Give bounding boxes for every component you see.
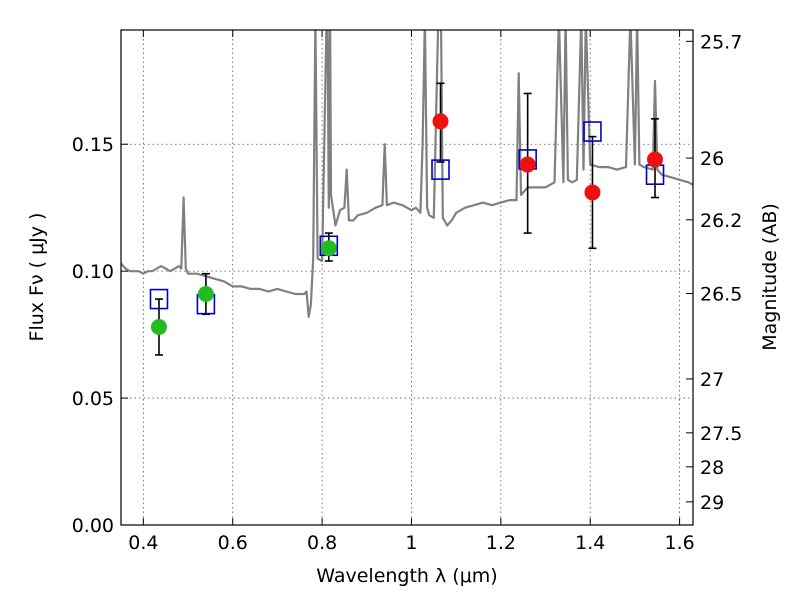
x-tick-label: 0.6 [218,532,248,554]
optical-data-point [150,319,167,335]
model-spectrum-line [121,30,693,318]
mag-tick-label: 26 [700,148,724,170]
y-tick-label: 0.10 [72,261,114,283]
mag-tick-label: 25.7 [700,31,742,53]
mag-tick-label: 27 [700,369,724,391]
mag-tick-label: 26.2 [700,210,742,232]
mag-tick-label: 26.5 [700,283,742,305]
data-marks [149,82,665,356]
x-tick-label: 1.4 [575,532,605,554]
mag-tick-label: 28 [700,457,724,479]
optical-data-point [320,240,337,257]
nir-data-point [647,151,664,168]
x-tick-label: 0.4 [128,532,158,554]
model-band-square [431,159,450,180]
plot-frame [120,29,694,526]
x-tick-label: 1.2 [486,532,516,554]
x-axis-title: Wavelength λ (μm) [316,565,497,587]
x-tick-label: 0.8 [307,532,337,554]
grid [121,30,693,525]
model-band-square [149,288,169,310]
y2-axis-title: Magnitude (AB) [759,203,781,351]
nir-data-point [519,156,536,173]
model-spectrum [121,30,693,318]
y-tick-label: 0.05 [72,388,114,410]
nir-data-point [432,113,449,130]
y-tick-label: 0.00 [72,515,114,537]
mag-tick-label: 29 [700,492,724,514]
mag-tick-label: 27.5 [700,423,742,445]
model-band-square [583,121,602,142]
x-tick-label: 1 [405,532,417,554]
x-tick-label: 1.6 [664,532,694,554]
optical-data-point [197,286,214,302]
y-axis-title: Flux Fν ( μJy ) [26,213,48,342]
axis-ticks: 0.4 0.6 0.8 1 1.2 1.4 1.6 0.00 0.05 0.10 0.15 25.7 2… [72,30,742,554]
nir-data-point [584,184,601,201]
y-tick-label: 0.15 [72,134,114,156]
